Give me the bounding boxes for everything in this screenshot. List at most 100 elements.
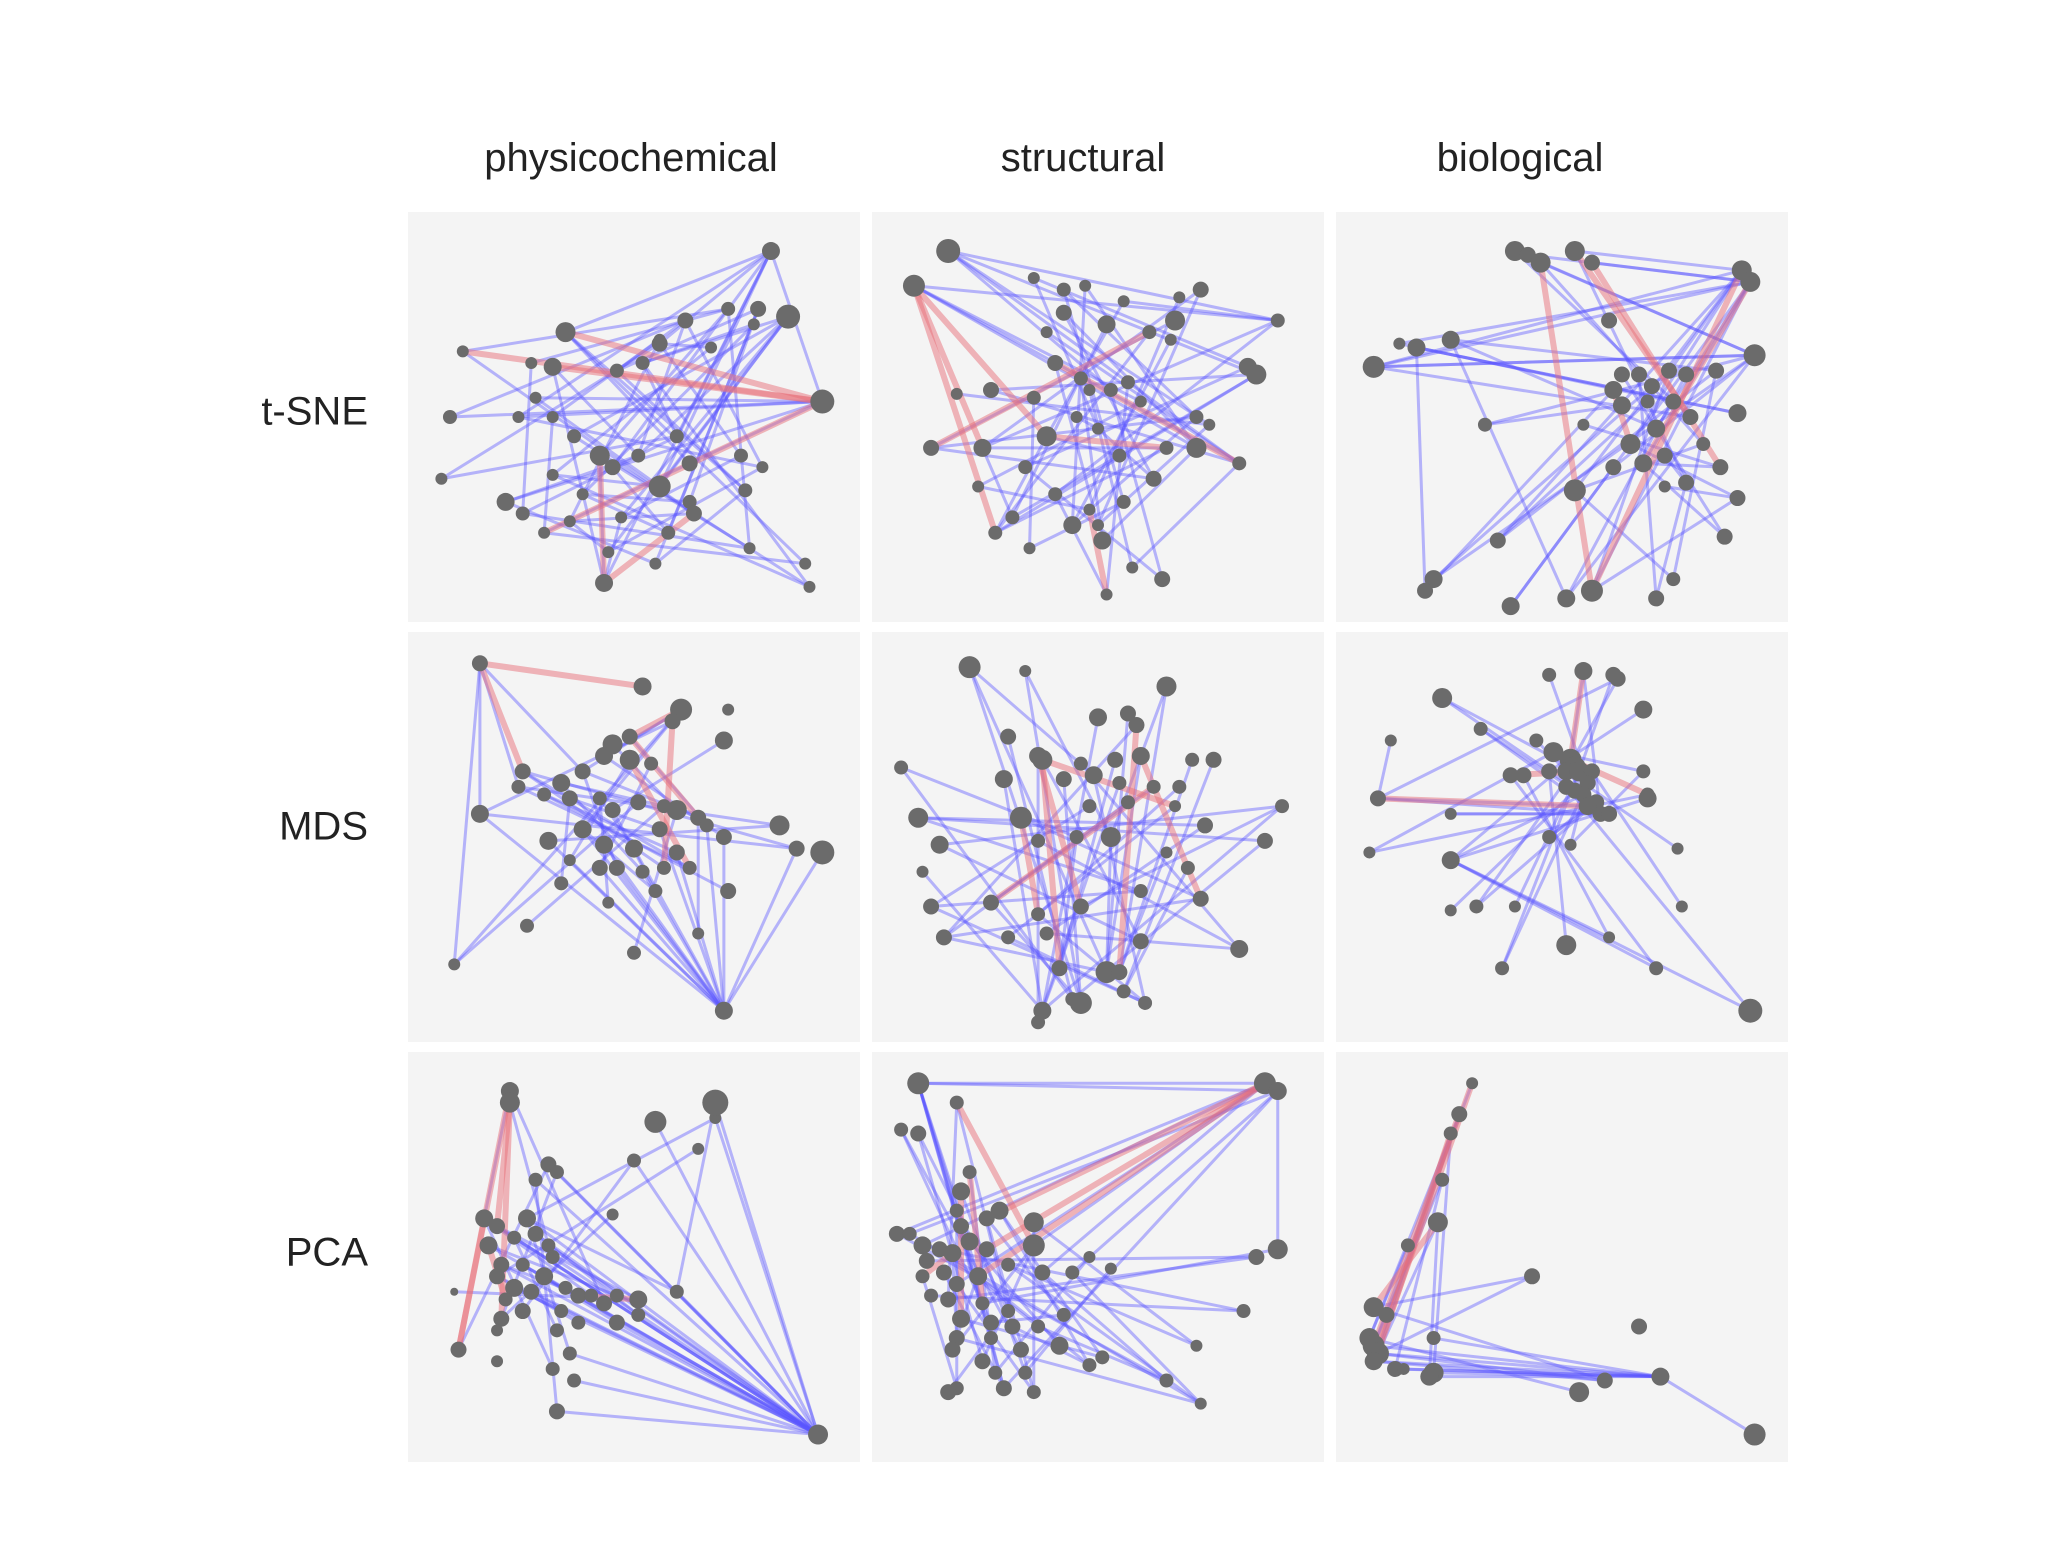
- node-point: [1678, 366, 1695, 383]
- edge-blue: [993, 330, 1151, 535]
- edge-blue: [938, 804, 1284, 847]
- edge-blue: [1641, 461, 1722, 469]
- node-point: [1435, 1172, 1450, 1187]
- edge-blue: [1087, 388, 1134, 570]
- node-point: [1019, 665, 1032, 678]
- edge-blue: [946, 1101, 959, 1301]
- node-point: [788, 840, 805, 857]
- edge-blue: [1573, 249, 1744, 272]
- node-point: [1424, 570, 1443, 589]
- edge-blue: [1100, 446, 1198, 543]
- edge-blue: [1474, 800, 1598, 908]
- node-point: [1159, 1373, 1174, 1388]
- node-point: [515, 506, 530, 521]
- edge-blue: [950, 1243, 1036, 1352]
- node-point: [1192, 890, 1209, 907]
- node-point: [558, 1280, 573, 1295]
- node-point: [949, 1203, 964, 1218]
- node-point: [491, 1355, 504, 1368]
- node-point: [489, 1268, 506, 1285]
- node-point: [747, 318, 760, 331]
- edge-red: [983, 1080, 1268, 1222]
- node-point: [705, 341, 718, 354]
- node-point: [563, 854, 576, 867]
- node-point: [1364, 1352, 1383, 1371]
- node-point: [518, 1209, 536, 1228]
- node-point: [924, 1288, 939, 1303]
- node-point: [584, 1288, 599, 1303]
- node-point: [1051, 960, 1068, 977]
- node-point: [1169, 800, 1182, 813]
- node-point: [1083, 503, 1096, 516]
- node-point: [1128, 717, 1145, 734]
- node-point: [1268, 1082, 1287, 1101]
- edge-blue: [555, 1170, 820, 1437]
- node-point: [567, 1373, 582, 1388]
- edge-red: [1537, 259, 1595, 594]
- node-point: [567, 429, 582, 444]
- edge-blue: [929, 904, 1147, 1005]
- node-point: [627, 1153, 641, 1168]
- edge-red: [1588, 259, 1724, 471]
- node-point: [918, 1252, 935, 1269]
- edge-blue: [598, 454, 752, 550]
- node-point: [948, 1276, 965, 1293]
- node-point: [994, 770, 1013, 789]
- edge-blue: [1096, 288, 1203, 527]
- edge-blue: [1372, 1359, 1662, 1379]
- node-point: [1583, 254, 1600, 271]
- node-point: [1131, 746, 1150, 765]
- node-point: [456, 345, 469, 358]
- node-point: [591, 859, 608, 876]
- edge-blue: [1062, 288, 1198, 419]
- edge-blue: [1547, 769, 1568, 947]
- edge-blue: [568, 512, 696, 523]
- edge-blue: [980, 1247, 1280, 1305]
- edge-blue: [1393, 1178, 1444, 1371]
- edge-blue: [713, 1101, 820, 1437]
- node-point: [625, 839, 643, 858]
- node-point: [635, 355, 650, 370]
- node-point: [1116, 984, 1131, 999]
- edge-blue: [1367, 1336, 1581, 1394]
- edge-blue: [615, 866, 726, 1013]
- node-point: [1648, 590, 1665, 607]
- node-point: [1441, 851, 1460, 870]
- node-point: [489, 1218, 506, 1235]
- edge-blue: [1372, 1344, 1662, 1379]
- edge-blue: [1590, 496, 1739, 593]
- edge-blue: [1032, 276, 1100, 431]
- node-point: [1023, 1212, 1044, 1233]
- edge-blue: [1010, 454, 1121, 519]
- node-point: [537, 787, 552, 802]
- node-point: [714, 731, 733, 750]
- edge-red: [1588, 267, 1745, 594]
- node-point: [648, 884, 663, 899]
- edge-blue: [602, 249, 773, 585]
- node-point: [1451, 1106, 1468, 1123]
- node-point: [619, 749, 640, 770]
- edge-blue: [1427, 1220, 1440, 1379]
- edge-blue: [1105, 380, 1130, 597]
- node-point: [969, 1267, 988, 1286]
- node-point: [527, 1225, 544, 1242]
- edge-blue: [916, 1081, 984, 1305]
- node-point: [1543, 742, 1564, 763]
- node-point: [1138, 995, 1153, 1010]
- edge-blue: [1002, 1089, 1280, 1390]
- node-point: [902, 274, 925, 297]
- node-point: [631, 1307, 646, 1322]
- edge-blue: [1117, 684, 1168, 974]
- node-point: [450, 1287, 459, 1296]
- edge-blue: [559, 796, 572, 885]
- edge-blue: [1372, 268, 1744, 369]
- edge-blue: [968, 665, 1096, 777]
- column-label-physicochemical: physicochemical: [484, 136, 778, 180]
- node-point: [1095, 961, 1118, 984]
- row-label-tsne: t-SNE: [261, 389, 368, 434]
- node-point: [549, 1323, 564, 1338]
- node-point: [1001, 930, 1016, 945]
- node-point: [1432, 688, 1453, 709]
- edge-blue: [529, 307, 730, 365]
- edge-blue: [722, 847, 799, 1013]
